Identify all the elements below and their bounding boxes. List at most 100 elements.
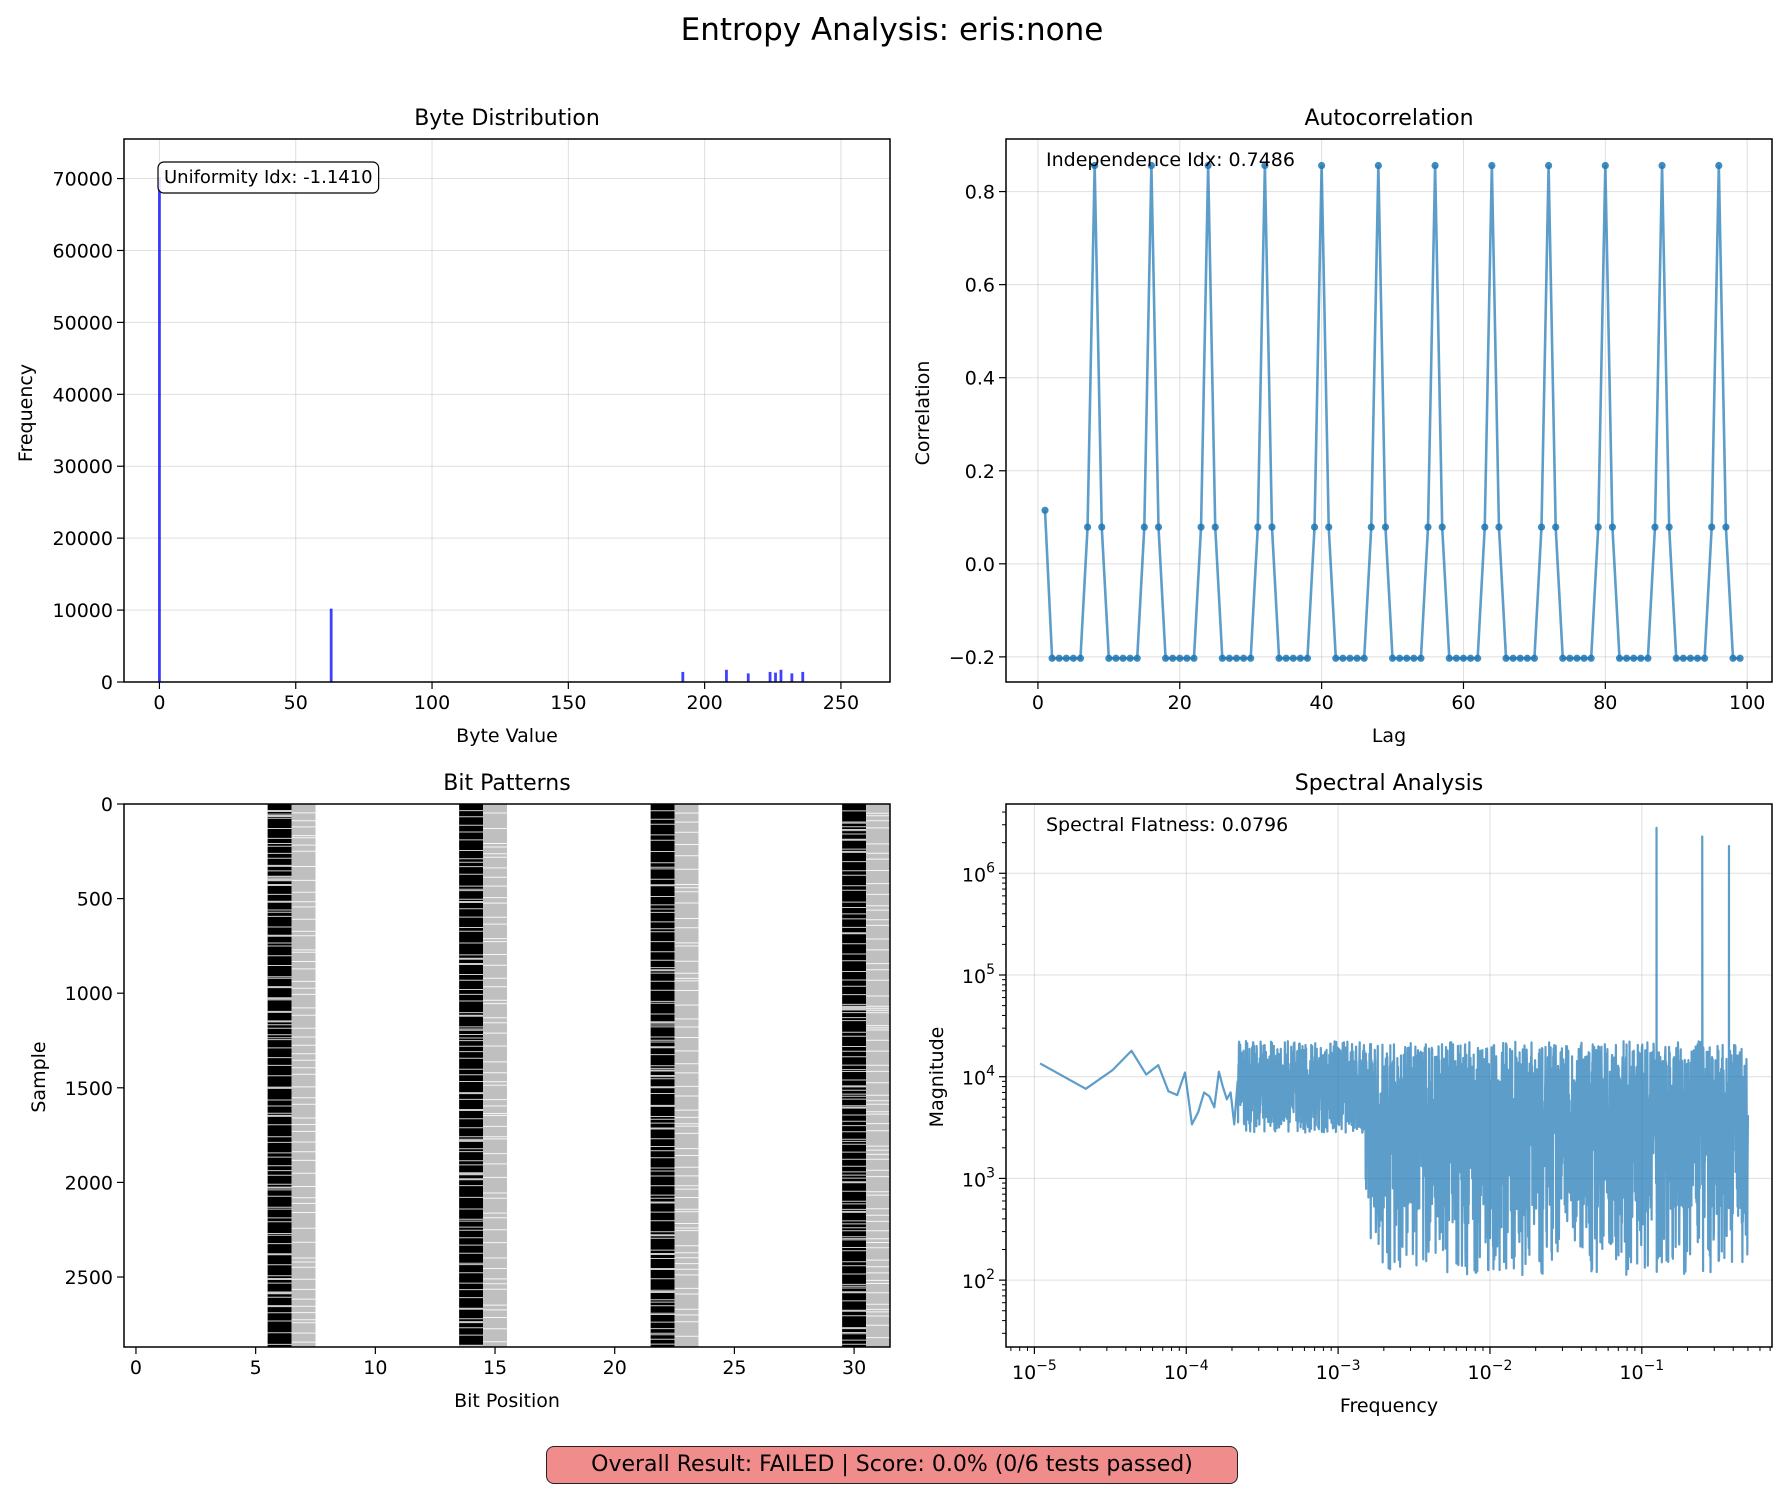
byte-distribution-ytick-label: 10000	[53, 600, 113, 622]
autocorrelation-point	[1509, 654, 1517, 662]
autocorrelation-point	[1083, 523, 1092, 531]
spectral-analysis-series-line	[1039, 826, 1750, 1277]
byte-distribution-frame	[123, 138, 891, 683]
byte-distribution-bar	[801, 671, 805, 682]
byte-distribution-xtick-label: 0	[153, 692, 165, 714]
spectral-analysis-xtick-label: 10−1	[1619, 1358, 1664, 1384]
autocorrelation-point	[1623, 654, 1631, 662]
spectral-analysis-ytick-label: 105	[962, 962, 995, 988]
autocorrelation-title: Autocorrelation	[1304, 106, 1473, 131]
autocorrelation-xtick-label: 100	[1729, 692, 1765, 714]
autocorrelation-point	[1048, 654, 1056, 662]
autocorrelation-point	[1566, 654, 1574, 662]
autocorrelation-point	[1651, 523, 1659, 531]
byte-distribution-xtick-label: 100	[414, 692, 450, 714]
byte-distribution-xtick-label: 250	[823, 692, 859, 714]
byte-distribution-xtick-label: 50	[284, 692, 308, 714]
autocorrelation-xtick-label: 40	[1310, 692, 1334, 714]
autocorrelation-point	[1438, 523, 1446, 531]
autocorrelation-point	[1261, 161, 1269, 170]
bit-patterns-ytick-label: 2000	[65, 1172, 113, 1194]
autocorrelation-point	[1325, 523, 1333, 531]
autocorrelation-point	[1232, 654, 1241, 662]
spectral-analysis-ylabel: Magnitude	[926, 1027, 948, 1128]
bit-patterns-ytick-label: 1500	[65, 1078, 113, 1100]
autocorrelation-point	[1275, 654, 1283, 662]
byte-distribution-bar	[329, 608, 333, 682]
autocorrelation-series-line	[1043, 165, 1741, 660]
bit-patterns-xtick-label: 5	[250, 1357, 262, 1379]
bit-column-dark-gaps	[459, 810, 483, 1347]
spectral-analysis-ytick-label: 103	[962, 1165, 995, 1191]
autocorrelation-point	[1169, 654, 1177, 662]
spectral-analysis-frame	[1005, 803, 1773, 1348]
autocorrelation-point	[1679, 654, 1687, 662]
autocorrelation-point	[1339, 654, 1347, 662]
autocorrelation-point	[1218, 654, 1226, 662]
autocorrelation-point	[1552, 523, 1560, 531]
byte-distribution-ytick-label: 60000	[53, 240, 113, 262]
autocorrelation-point	[1254, 523, 1262, 531]
bit-column-grey-gaps	[483, 812, 507, 1343]
autocorrelation-point	[1474, 654, 1482, 662]
autocorrelation-point	[1459, 654, 1468, 662]
autocorrelation-ytick-label: 0.2	[965, 461, 995, 483]
byte-distribution-ytick-label: 50000	[53, 312, 113, 334]
autocorrelation-point	[1133, 654, 1141, 662]
autocorrelation-point	[1544, 161, 1553, 170]
spectral-analysis-ytick-label: 102	[962, 1267, 995, 1293]
spectral-analysis-xlabel: Frequency	[1340, 1395, 1438, 1417]
autocorrelation-ytick-label: −0.2	[949, 647, 995, 669]
byte-distribution-xlabel: Byte Value	[456, 725, 558, 747]
autocorrelation-point	[1495, 523, 1503, 531]
bit-column-grey	[483, 804, 507, 1347]
spectral-analysis-series	[1039, 826, 1750, 1277]
bit-column-grey	[674, 804, 699, 1347]
autocorrelation-point	[1069, 654, 1077, 662]
byte-distribution-xtick-label: 200	[687, 692, 723, 714]
autocorrelation-point	[1161, 654, 1170, 662]
autocorrelation-point	[1431, 161, 1439, 170]
bit-patterns-frame	[123, 803, 891, 1348]
autocorrelation-point	[1112, 654, 1120, 662]
autocorrelation-point	[1672, 654, 1680, 662]
autocorrelation-point	[1140, 523, 1148, 531]
autocorrelation-point	[1481, 523, 1489, 531]
byte-distribution-bar	[681, 671, 685, 682]
autocorrelation-point	[1204, 161, 1212, 170]
autocorrelation-point	[1608, 523, 1617, 531]
autocorrelation-point	[1658, 161, 1666, 170]
bit-patterns-xtick-label: 10	[363, 1357, 387, 1379]
autocorrelation-point	[1715, 161, 1723, 170]
autocorrelation-frame	[1005, 138, 1773, 683]
byte-distribution-ylabel: Frequency	[15, 364, 37, 462]
spectral-analysis-ytick-label: 106	[962, 860, 995, 886]
autocorrelation-xlabel: Lag	[1372, 725, 1406, 747]
byte-distribution-annotation-box	[157, 161, 380, 194]
autocorrelation-point	[1559, 654, 1567, 662]
autocorrelation-point	[1268, 523, 1276, 531]
autocorrelation-point	[1722, 523, 1730, 531]
autocorrelation-point	[1693, 654, 1702, 662]
autocorrelation-point	[1701, 654, 1709, 662]
autocorrelation-point	[1516, 654, 1524, 662]
autocorrelation-point	[1183, 654, 1191, 662]
autocorrelation-point	[1105, 654, 1113, 662]
bit-patterns-xtick-label: 15	[483, 1357, 507, 1379]
autocorrelation-point	[1601, 161, 1609, 170]
autocorrelation-ytick-label: 0.0	[965, 554, 995, 576]
autocorrelation-point	[1396, 654, 1404, 662]
autocorrelation-point	[1502, 654, 1510, 662]
autocorrelation-point	[1091, 161, 1099, 170]
autocorrelation-ylabel: Correlation	[912, 361, 934, 466]
autocorrelation-point	[1296, 654, 1304, 662]
overall-result-badge: Overall Result: FAILED | Score: 0.0% (0/…	[546, 1446, 1238, 1484]
spectral-analysis-annotation: Spectral Flatness: 0.0796	[1046, 814, 1288, 836]
bit-patterns-xtick-label: 0	[130, 1357, 142, 1379]
autocorrelation-point	[1076, 654, 1085, 662]
autocorrelation-point	[1374, 161, 1382, 170]
bit-column-dark	[459, 804, 484, 1347]
bit-column-dark-gaps	[650, 810, 675, 1347]
autocorrelation-point	[1211, 523, 1219, 531]
